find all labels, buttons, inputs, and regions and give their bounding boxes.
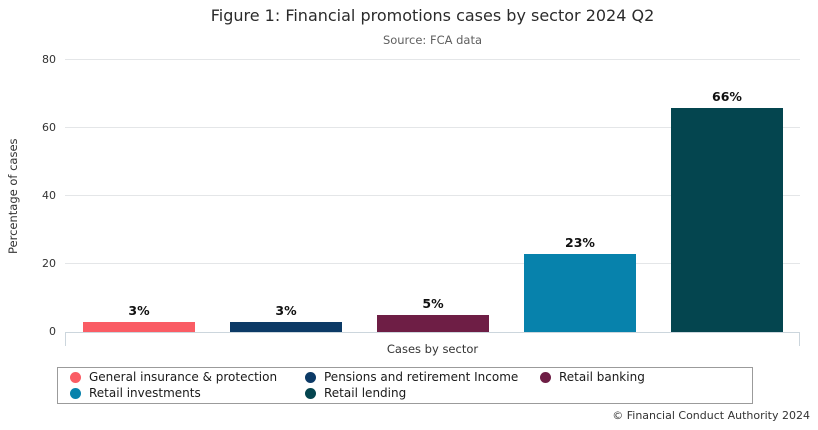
y-tick-label: 40 bbox=[42, 189, 56, 202]
bar-value-label: 66% bbox=[712, 88, 742, 104]
bar-value-label: 5% bbox=[422, 296, 444, 311]
legend-color-dot bbox=[70, 372, 81, 383]
legend-color-dot bbox=[540, 372, 551, 383]
legend-item: Retail lending bbox=[305, 386, 540, 401]
bar bbox=[230, 321, 342, 332]
legend-item: Retail investments bbox=[70, 386, 305, 401]
legend-color-dot bbox=[70, 388, 81, 399]
x-axis-title: Cases by sector bbox=[386, 342, 479, 356]
y-tick-label: 80 bbox=[42, 53, 56, 66]
gridline bbox=[65, 195, 800, 196]
legend-color-dot bbox=[305, 388, 316, 399]
footer-copyright: © Financial Conduct Authority 2024 bbox=[612, 409, 810, 422]
gridline bbox=[65, 127, 800, 128]
legend-color-dot bbox=[305, 372, 316, 383]
legend-item-label: Retail lending bbox=[324, 386, 407, 400]
chart-subtitle: Source: FCA data bbox=[382, 33, 483, 47]
gridline bbox=[65, 59, 800, 60]
legend-item: General insurance & protection bbox=[70, 370, 305, 385]
legend-item-label: Retail banking bbox=[559, 370, 645, 384]
chart-title: Figure 1: Financial promotions cases by … bbox=[210, 6, 655, 25]
bar bbox=[671, 107, 783, 332]
y-tick-label: 20 bbox=[42, 257, 56, 270]
legend-item-label: Pensions and retirement Income bbox=[324, 370, 519, 384]
legend-item: Pensions and retirement Income bbox=[305, 370, 540, 385]
chart-legend: General insurance & protection Pensions a… bbox=[57, 367, 753, 404]
bar bbox=[83, 321, 195, 332]
y-tick-label: 60 bbox=[42, 121, 56, 134]
bar bbox=[377, 315, 489, 332]
x-axis-right-tick bbox=[799, 333, 800, 346]
legend-item-label: Retail investments bbox=[89, 386, 201, 400]
gridline bbox=[65, 263, 800, 264]
plot-area: 3% 3% 5% 23% 66% bbox=[65, 59, 800, 333]
x-axis-left-tick bbox=[65, 333, 66, 346]
bar-value-label: 23% bbox=[565, 234, 595, 250]
legend-item: Retail banking bbox=[540, 370, 752, 385]
y-tick-label: 0 bbox=[49, 325, 56, 338]
legend-item-label: General insurance & protection bbox=[89, 370, 278, 384]
bar-value-label: 3% bbox=[275, 302, 297, 318]
bar-value-label: 3% bbox=[128, 302, 150, 318]
bar bbox=[524, 253, 636, 332]
